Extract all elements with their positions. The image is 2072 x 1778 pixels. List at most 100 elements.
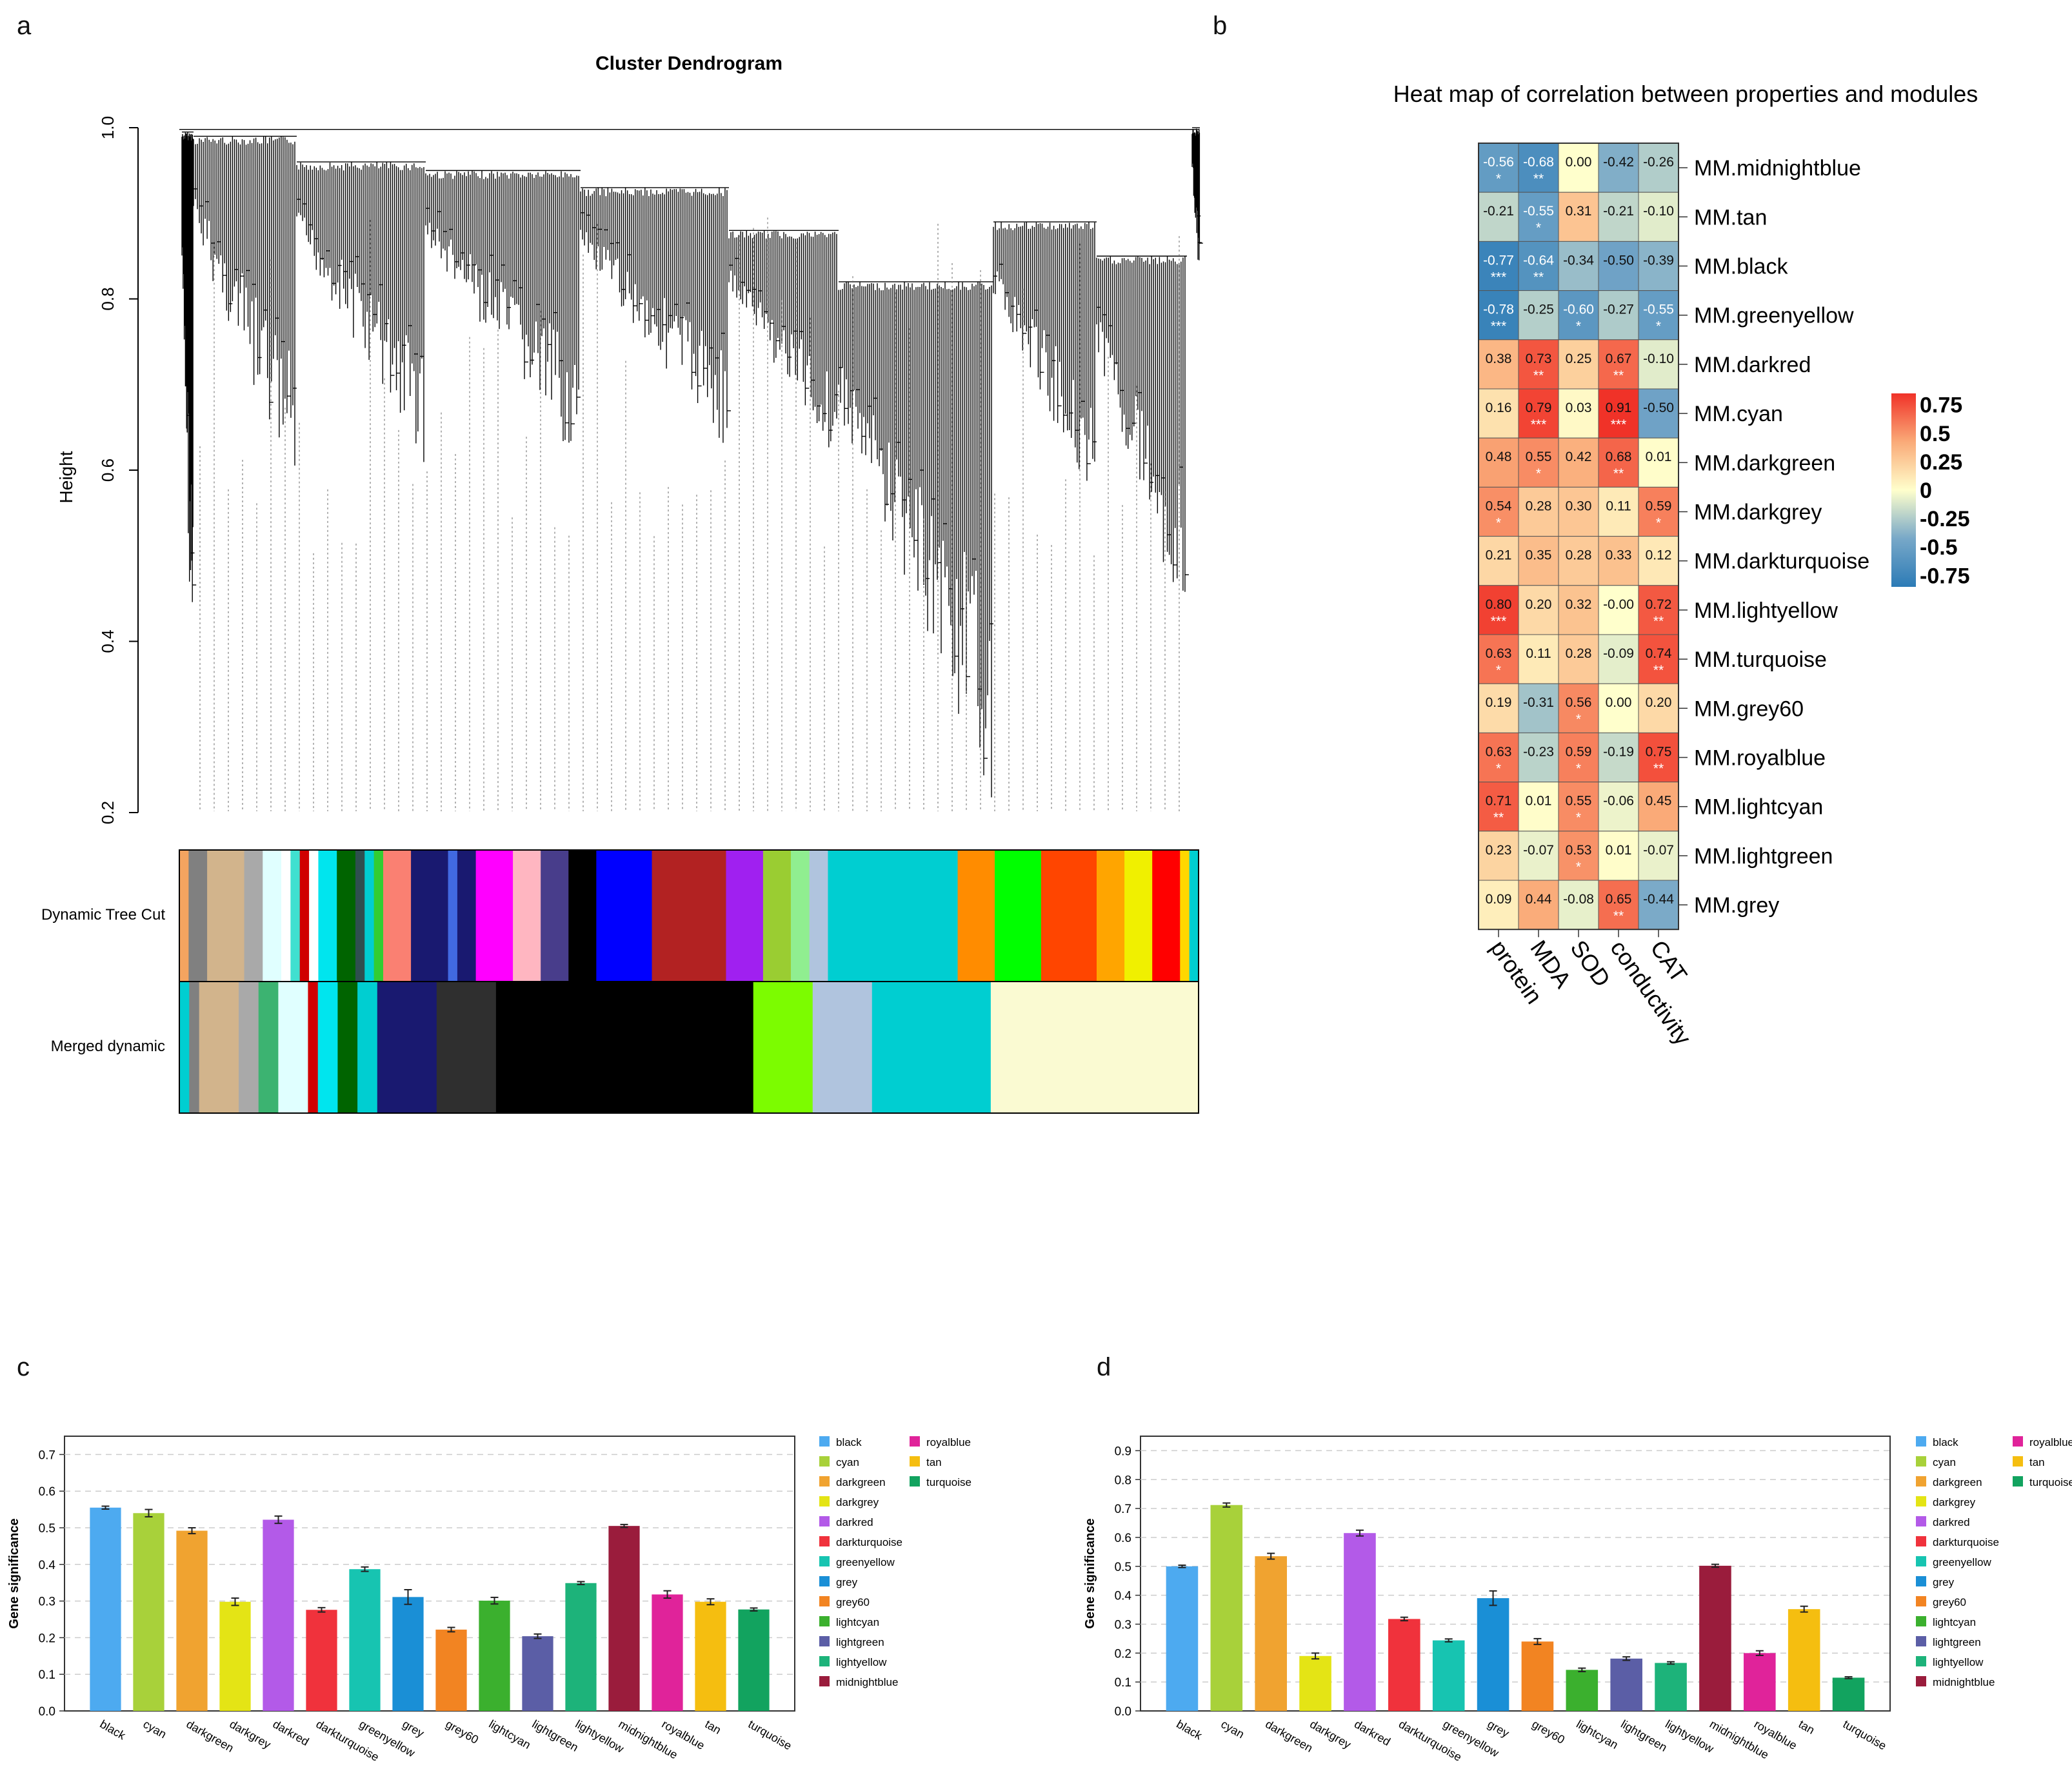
legend-label: darkred <box>1933 1516 1970 1528</box>
legend-swatch <box>819 1496 830 1506</box>
dendrogram-title: Cluster Dendrogram <box>595 53 782 74</box>
cell-value: 0.28 <box>1566 548 1592 563</box>
legend-tick-label: 0.75 <box>1920 393 1962 418</box>
cell-value: 0.63 <box>1486 744 1512 759</box>
legend-swatch <box>819 1596 830 1606</box>
row-label: MM.darkturquoise <box>1694 549 1869 574</box>
cell-value: 0.09 <box>1486 892 1512 907</box>
row-label: MM.cyan <box>1694 402 1783 426</box>
legend-label: lightyellow <box>836 1656 887 1668</box>
dynamic-tree-cut-segment <box>364 850 375 982</box>
panel-c-letter: c <box>17 1353 30 1381</box>
heatmap-cell <box>1518 880 1559 930</box>
y-tick-label: 0.7 <box>1115 1503 1131 1516</box>
y-tick-label: 0.4 <box>1115 1590 1132 1603</box>
legend-swatch <box>1916 1656 1926 1666</box>
heatmap-cell <box>1518 241 1559 291</box>
y-tick-label: 0.2 <box>98 801 117 824</box>
y-tick-label: 0.6 <box>98 459 117 482</box>
bar-darkgreen <box>176 1530 208 1711</box>
bar-darkred <box>1344 1533 1376 1711</box>
legend-swatch <box>1916 1496 1926 1506</box>
dynamic-tree-cut-segment <box>995 850 1042 982</box>
dynamic-tree-cut-segment <box>791 850 810 982</box>
cell-value: 0.35 <box>1526 548 1552 563</box>
cell-value: -0.00 <box>1603 597 1634 612</box>
heatmap-cell <box>1518 732 1559 783</box>
y-axis-label: Gene significance <box>7 1518 21 1628</box>
cell-value: -0.56 <box>1483 155 1514 170</box>
cell-value: -0.68 <box>1523 155 1554 170</box>
legend-label: cyan <box>836 1456 859 1468</box>
dynamic-tree-cut-segment <box>762 850 792 982</box>
cell-value: 0.11 <box>1526 646 1551 661</box>
legend-swatch <box>2013 1476 2023 1487</box>
cell-value: 0.45 <box>1646 794 1672 809</box>
dynamic-tree-cut-segment <box>541 850 569 982</box>
bar-grey <box>392 1597 424 1711</box>
heatmap-cell <box>1558 683 1599 733</box>
x-tick-label: lightyellow <box>1663 1717 1717 1755</box>
y-tick-label: 0.2 <box>39 1632 55 1645</box>
cell-significance: ** <box>1533 368 1544 383</box>
legend-swatch <box>819 1516 830 1526</box>
cell-value: 0.00 <box>1566 155 1592 170</box>
cell-value: 0.38 <box>1486 351 1512 366</box>
merged-dynamic-segment <box>239 982 259 1113</box>
heatmap-cell <box>1518 782 1559 832</box>
cell-value: 0.65 <box>1606 892 1632 907</box>
cell-value: 0.31 <box>1566 204 1592 219</box>
heatmap-cell <box>1558 486 1599 537</box>
legend-label: darkred <box>836 1516 873 1528</box>
bar-tan <box>1788 1609 1820 1711</box>
heatmap-cell <box>1638 192 1679 242</box>
dynamic-tree-cut-segment <box>290 850 301 982</box>
heatmap-cell <box>1598 486 1639 537</box>
heatmap-cell <box>1518 831 1559 881</box>
heatmap-cell <box>1558 143 1599 193</box>
dynamic-tree-cut-segment <box>383 850 412 982</box>
cell-value: 0.63 <box>1486 646 1512 661</box>
bar-darkgreen <box>1255 1556 1287 1711</box>
row-label: MM.darkgrey <box>1694 500 1822 525</box>
cell-value: -0.25 <box>1523 302 1554 317</box>
legend-swatch <box>2013 1436 2023 1447</box>
y-tick-label: 0.7 <box>39 1448 55 1462</box>
y-axis-label: Height <box>56 451 76 503</box>
cell-value: -0.07 <box>1523 843 1554 858</box>
heatmap-cell <box>1598 437 1639 488</box>
bar-greenyellow <box>1432 1640 1465 1711</box>
dynamic-tree-cut-segment <box>281 850 291 982</box>
cell-value: -0.55 <box>1523 204 1554 219</box>
y-tick-label: 0.3 <box>1115 1618 1131 1632</box>
legend-swatch <box>819 1556 830 1566</box>
legend-label: black <box>1933 1436 1958 1448</box>
heatmap-cell <box>1478 241 1519 291</box>
cell-significance: ** <box>1493 811 1504 825</box>
cell-value: 0.56 <box>1566 695 1592 710</box>
bar-darkturquoise <box>306 1610 337 1711</box>
y-tick-label: 0.6 <box>39 1485 55 1499</box>
legend-label: darkgrey <box>1933 1496 1976 1508</box>
dynamic-tree-cut-segment <box>726 850 764 982</box>
legend-swatch <box>1916 1676 1926 1686</box>
cell-value: 0.28 <box>1526 499 1552 513</box>
heatmap-cell <box>1598 831 1639 881</box>
cell-significance: * <box>1576 319 1581 334</box>
heatmap-cell <box>1558 880 1599 930</box>
y-tick-label: 1.0 <box>98 116 117 139</box>
cell-value: -0.44 <box>1643 892 1674 907</box>
row-label: MM.greenyellow <box>1694 304 1854 328</box>
cell-value: 0.28 <box>1566 646 1592 661</box>
cell-value: 0.19 <box>1486 695 1512 710</box>
cell-significance: * <box>1576 761 1581 776</box>
heatmap-cell <box>1638 241 1679 291</box>
bar-chart-d: 0.0 0.1 0.2 0.3 0.4 0.5 0.6 0.7 0.8 0.9 Gene signi… <box>1083 1436 2072 1764</box>
heatmap-cell <box>1558 732 1599 783</box>
row-label: MM.grey <box>1694 893 1779 918</box>
x-tick-label: darkgreen <box>184 1717 236 1755</box>
dynamic-tree-cut-segment <box>355 850 365 982</box>
row-label: MM.grey60 <box>1694 696 1804 721</box>
legend-label: lightgreen <box>1933 1636 1981 1648</box>
cell-value: 0.01 <box>1606 843 1632 858</box>
